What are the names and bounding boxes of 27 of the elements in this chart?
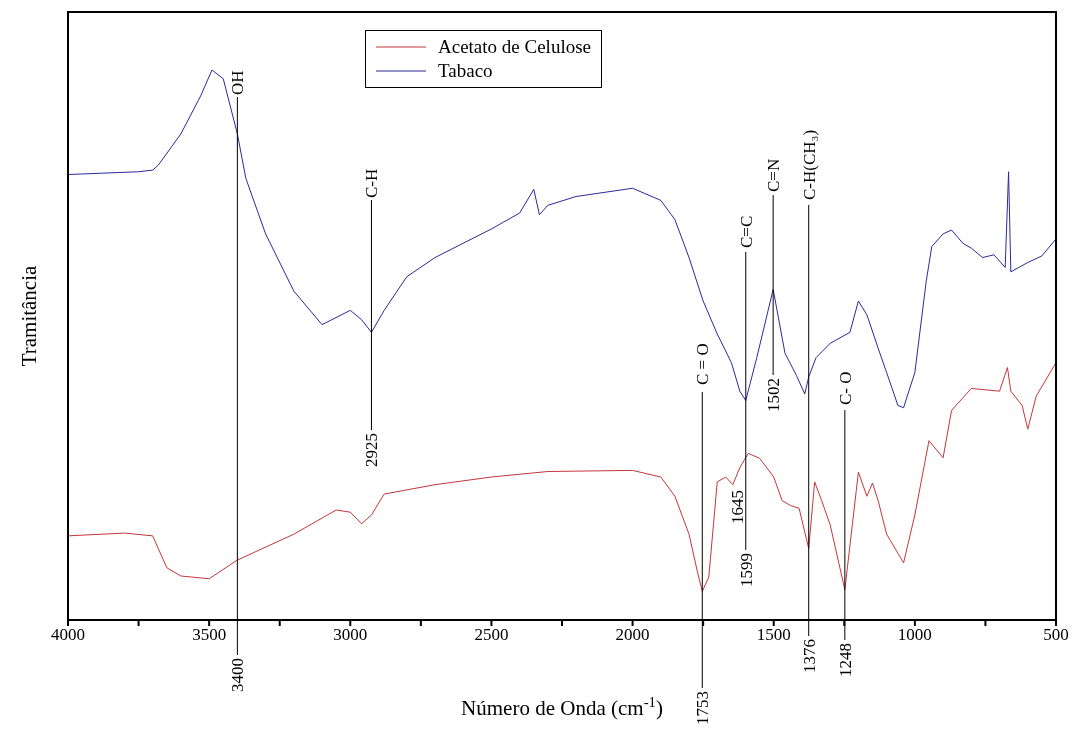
ref-line-label: 1753 (693, 691, 713, 725)
x-tick-label: 3500 (192, 625, 227, 645)
x-tick-label: 1000 (897, 625, 932, 645)
annotation: C=N (764, 158, 784, 192)
ref-line-label: 1376 (799, 639, 819, 673)
x-tick-label: 2000 (615, 625, 650, 645)
ref-line-label: 1502 (764, 378, 784, 412)
x-tick-label: 3000 (333, 625, 368, 645)
ref-line-label: 3400 (228, 658, 248, 692)
x-tick-label: 1500 (756, 625, 791, 645)
x-tick-label: 2500 (474, 625, 509, 645)
legend-label: Acetato de Celulose (438, 36, 592, 58)
legend-label: Tabaco (438, 60, 493, 82)
annotation: C=C (736, 215, 756, 248)
annotation: OH (228, 70, 248, 95)
x-tick-label: 4000 (51, 625, 85, 645)
annotation: C-H(CH₃) (799, 129, 819, 200)
x-axis-title: Número de Onda (cm$^{-1}$) (461, 694, 663, 720)
x-tick-label: 500 (1043, 625, 1069, 645)
ref-line-label: 1599 (736, 553, 756, 587)
annotation: C- O (835, 371, 855, 405)
annotation: 1645 (727, 490, 747, 524)
annotation: C-H (362, 168, 382, 198)
y-axis-title: Tramitância (17, 264, 41, 367)
ref-line-label: 2925 (362, 433, 382, 467)
annotation: C = O (693, 343, 713, 385)
ref-line-label: 1248 (835, 643, 855, 677)
